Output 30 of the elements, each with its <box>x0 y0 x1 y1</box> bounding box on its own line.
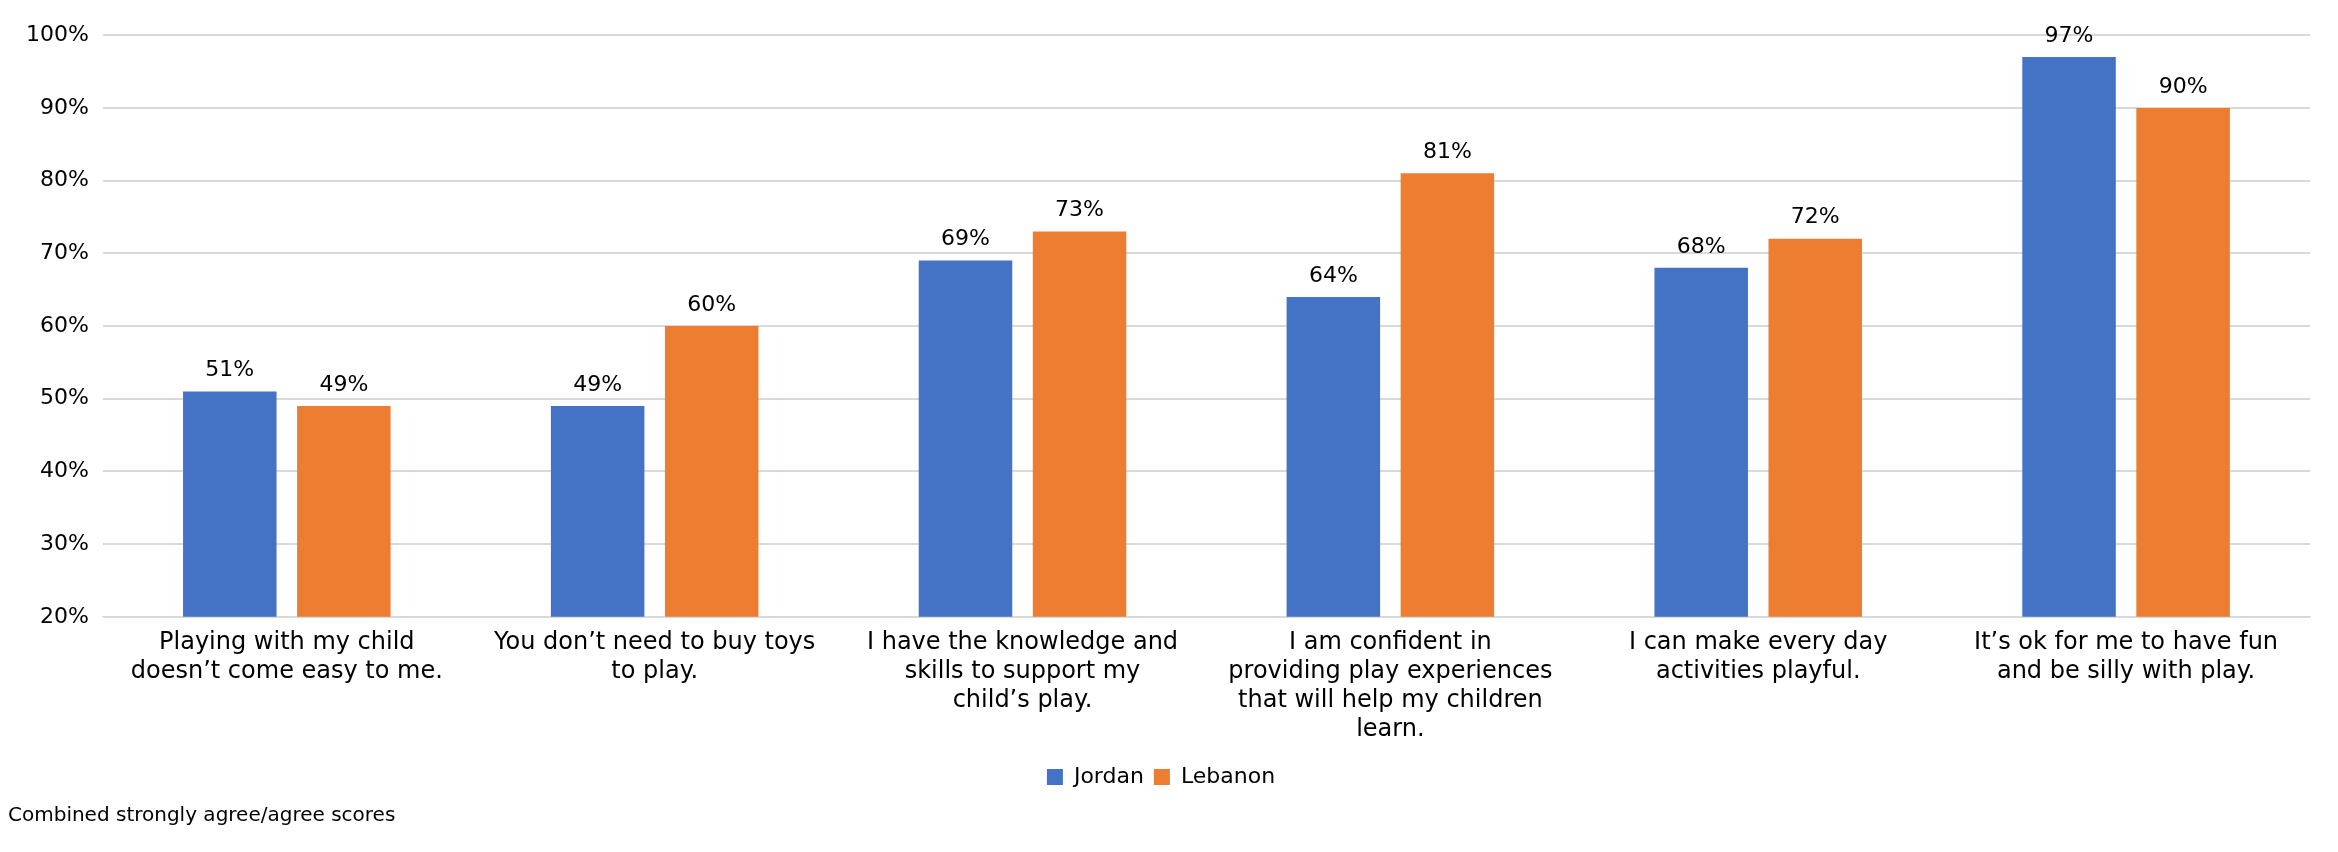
data-label: 69% <box>941 225 990 251</box>
x-tick-label: Playing with my child doesn’t come easy to me. <box>130 627 443 685</box>
data-label: 81% <box>1422 138 1472 164</box>
data-label: 97% <box>2044 21 2094 47</box>
data-label: 60% <box>687 290 737 316</box>
y-tick-label: 80% <box>39 166 89 192</box>
data-label: 73% <box>1055 196 1104 222</box>
data-label: 72% <box>1790 203 1840 229</box>
x-tick-label: I can make every day activities playful. <box>1628 627 1888 685</box>
y-tick-label: 90% <box>39 93 89 119</box>
y-tick-label: 20% <box>39 602 89 628</box>
data-label: 64% <box>1308 261 1358 287</box>
y-tick-label: 70% <box>39 239 89 265</box>
data-label: 90% <box>2158 72 2208 98</box>
text: Combined strongly agree/agree scores <box>8 802 397 826</box>
data-label: 49% <box>573 370 623 396</box>
data-label: 51% <box>205 356 255 382</box>
data-label: 68% <box>1676 232 1726 258</box>
legend-label: Jordan <box>1071 762 1144 788</box>
x-tick-label: It’s ok for me to have fun and be silly with play. <box>1974 627 2279 685</box>
x-tick-label: I am confident in providing play experiences that will help my children learn. <box>1228 627 1553 742</box>
data-label: 49% <box>319 370 369 396</box>
y-tick-label: 30% <box>39 529 89 555</box>
y-tick-label: 40% <box>39 457 89 483</box>
y-tick-label: 100% <box>25 20 89 46</box>
y-tick-label: 50% <box>39 384 89 410</box>
x-tick-label: You don’t need to buy toys to play. <box>493 627 816 685</box>
y-tick-label: 60% <box>39 311 89 337</box>
x-tick-label: I have the knowledge and skills to support my child’s play. <box>866 627 1179 714</box>
legend-label: Lebanon <box>1180 762 1276 788</box>
